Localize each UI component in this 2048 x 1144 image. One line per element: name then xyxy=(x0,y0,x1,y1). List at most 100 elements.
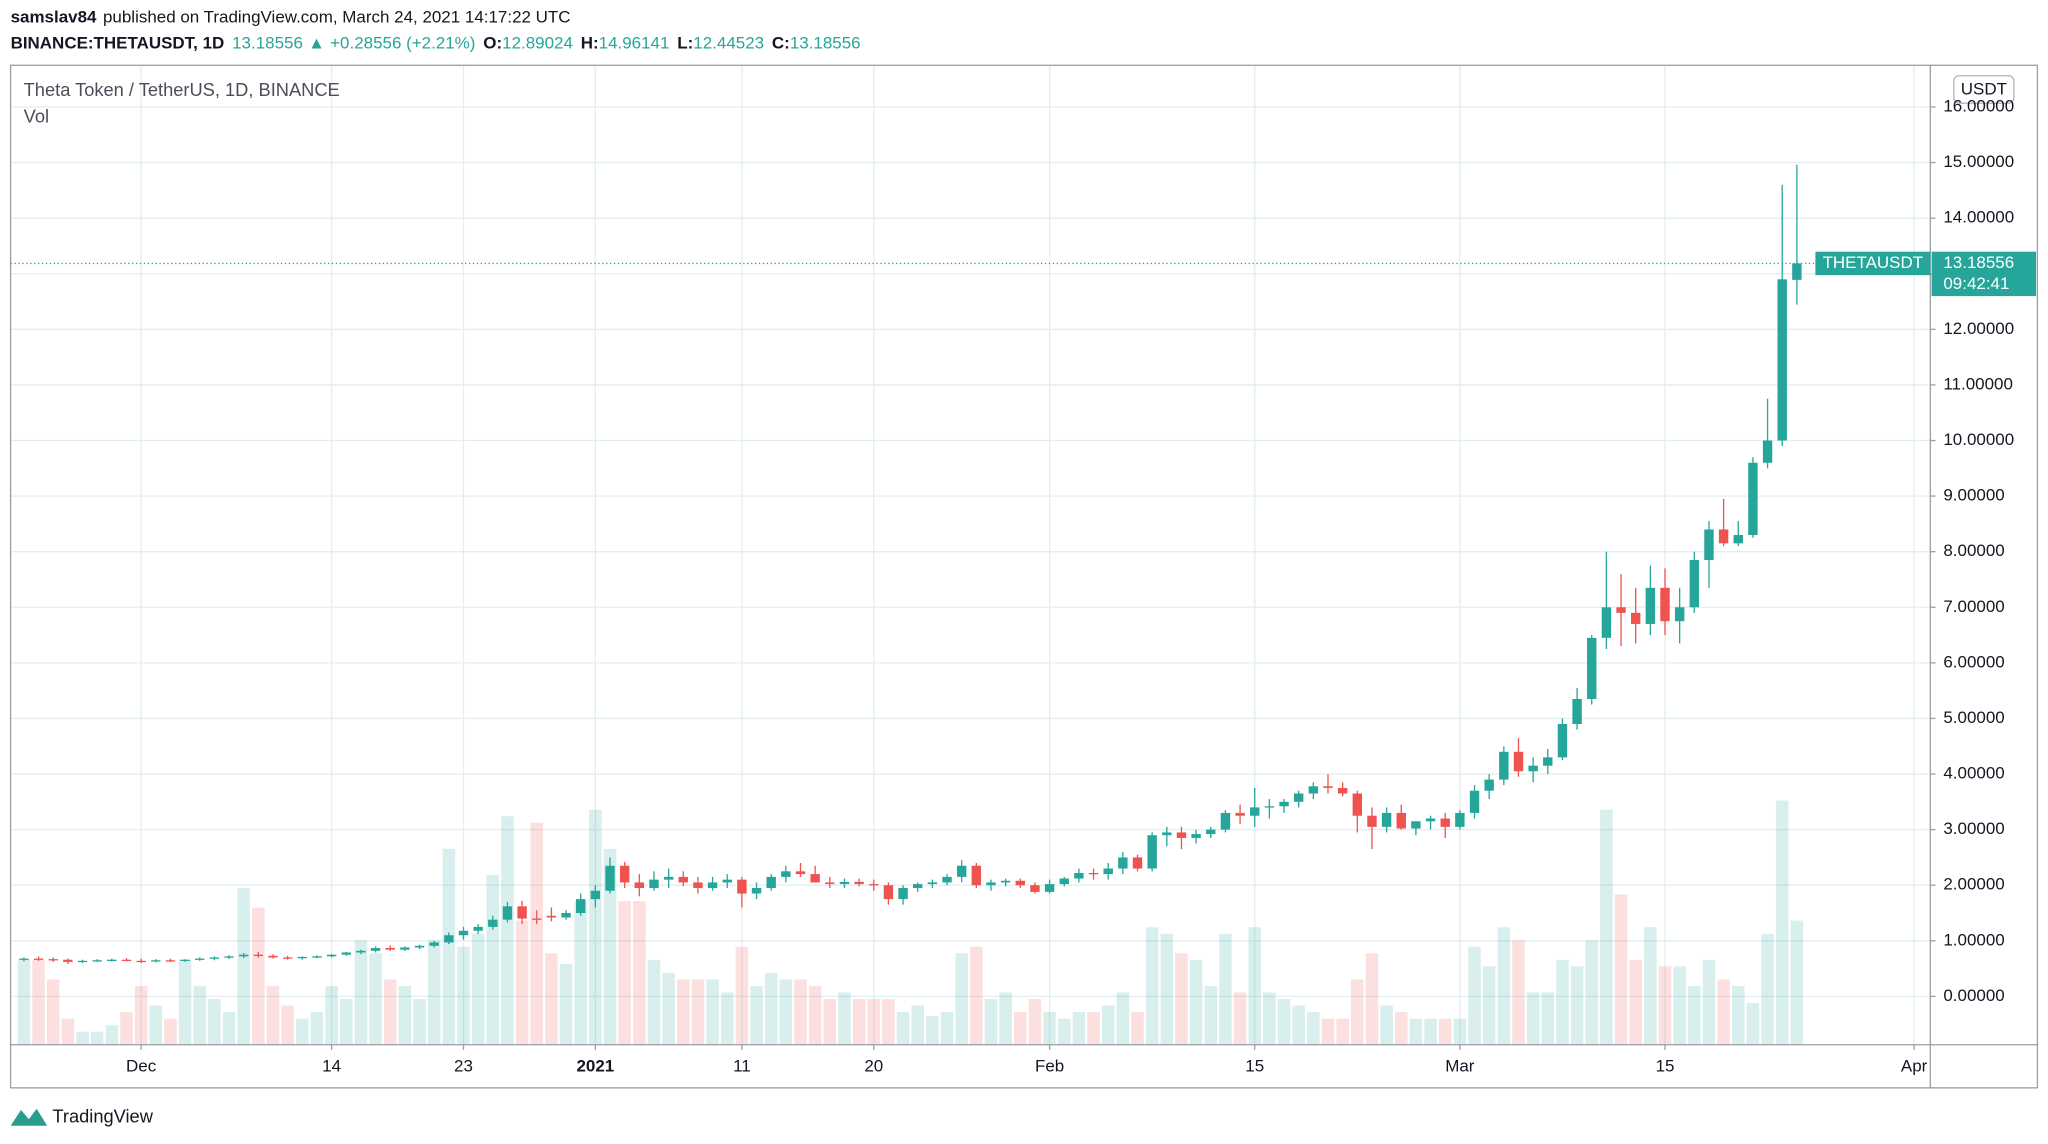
candle-body xyxy=(898,887,908,900)
volume-bar xyxy=(1233,992,1247,1045)
c-label: C: xyxy=(772,34,790,53)
candle-body xyxy=(678,876,688,883)
candle-body xyxy=(239,954,249,957)
volume-bar xyxy=(911,1005,924,1045)
volume-bar xyxy=(486,874,500,1045)
high: 14.96141 xyxy=(599,34,670,53)
last-price: 13.18556 xyxy=(232,34,303,53)
volume-bar xyxy=(237,888,250,1045)
o-label: O: xyxy=(483,34,502,53)
volume-bar xyxy=(1746,1002,1760,1045)
candle-body xyxy=(1118,857,1128,869)
candle-body xyxy=(1132,857,1143,869)
volume-bar xyxy=(1482,966,1496,1045)
candle-body xyxy=(619,865,630,883)
candle-body xyxy=(766,876,776,888)
y-tick-label: 4.00000 xyxy=(1943,764,2004,783)
volume-bar xyxy=(530,822,544,1045)
volume-bar xyxy=(164,1018,177,1045)
y-tick-label: 10.00000 xyxy=(1943,430,2014,449)
volume-bar xyxy=(1761,933,1774,1045)
candle-body xyxy=(1059,878,1069,885)
volume-bar xyxy=(1116,992,1130,1045)
arrow: ▲ xyxy=(308,34,325,53)
candle-body xyxy=(312,956,322,958)
countdown: 09:42:41 xyxy=(1943,274,2009,293)
candle-body xyxy=(546,915,557,918)
candle-body xyxy=(165,960,176,962)
author: samslav84 xyxy=(11,8,97,27)
volume-bar xyxy=(1248,927,1262,1045)
volume-bar xyxy=(61,1018,75,1045)
candle-body xyxy=(1499,751,1509,780)
candle-body xyxy=(986,882,996,886)
candle-body xyxy=(1337,787,1348,794)
candle-body xyxy=(180,959,190,962)
volume-bar xyxy=(149,1005,163,1045)
volume-bar xyxy=(1438,1018,1452,1045)
volume-bar xyxy=(1101,1005,1115,1045)
volume-bar xyxy=(281,1005,294,1045)
volume-bar xyxy=(178,959,192,1045)
volume-bar xyxy=(193,985,207,1045)
volume-bar xyxy=(1468,946,1481,1045)
volume-bar xyxy=(1556,959,1569,1045)
candle-body xyxy=(1689,560,1700,608)
x-tick-label: 11 xyxy=(733,1056,751,1075)
change: +0.28556 (+2.21%) xyxy=(330,34,475,53)
volume-bar xyxy=(134,985,148,1045)
volume-bar xyxy=(369,953,382,1045)
volume-bar xyxy=(1219,933,1232,1045)
y-tick-label: 5.00000 xyxy=(1943,708,2004,727)
volume-bar xyxy=(662,972,675,1045)
volume-bar xyxy=(589,809,602,1045)
currency[interactable]: USDT xyxy=(1961,80,2007,99)
volume-bar xyxy=(1145,927,1159,1045)
x-tick-label: 15 xyxy=(1656,1056,1675,1075)
volume-bar xyxy=(515,920,529,1045)
y-tick-label: 7.00000 xyxy=(1943,597,2004,616)
symbol-badge-text: THETAUSDT xyxy=(1823,253,1924,272)
volume-bar xyxy=(1453,1018,1467,1045)
symbol: BINANCE:THETAUSDT, 1D xyxy=(11,34,225,53)
volume-bar xyxy=(1585,940,1599,1045)
candle-body xyxy=(854,881,864,885)
volume-bar xyxy=(76,1031,89,1045)
candle-body xyxy=(19,958,29,960)
candle-body xyxy=(297,956,308,959)
candle-body xyxy=(107,959,117,962)
volume-bar xyxy=(1541,992,1555,1045)
candle-body xyxy=(927,882,938,885)
currency-box[interactable] xyxy=(1953,75,2015,104)
grid xyxy=(10,65,1931,1045)
volume-bar xyxy=(984,999,998,1045)
candle-body xyxy=(151,960,161,962)
candle-body xyxy=(1206,829,1216,835)
y-tick-label: 2.00000 xyxy=(1943,875,2004,894)
volume-bar xyxy=(926,1016,939,1045)
candle-body xyxy=(253,954,264,957)
volume-bar xyxy=(266,985,280,1045)
volume-bar xyxy=(1424,1018,1437,1045)
logo: TradingView xyxy=(10,1106,154,1127)
volume-bar xyxy=(46,979,60,1045)
candle-body xyxy=(209,957,220,959)
candle-body xyxy=(1367,815,1377,827)
volume-bar xyxy=(1365,953,1379,1045)
candle-body xyxy=(1455,812,1465,827)
volume-bar xyxy=(1263,992,1276,1045)
candle-body xyxy=(561,913,571,918)
volume-bar xyxy=(296,1018,309,1045)
y-tick-label: 1.00000 xyxy=(1943,930,2004,949)
candle-body xyxy=(1572,698,1582,725)
x-tick-label: 15 xyxy=(1245,1056,1264,1075)
candle-body xyxy=(1469,790,1480,813)
volume-bar xyxy=(852,999,866,1045)
candle-body xyxy=(1645,587,1656,624)
candle-body xyxy=(1220,812,1231,830)
publish-line: samslav84 published on TradingView.com, M… xyxy=(11,8,571,27)
x-tick-label: 23 xyxy=(454,1056,473,1075)
candle-body xyxy=(1074,872,1084,879)
candle-body xyxy=(1513,751,1524,772)
x-tick-label: Dec xyxy=(126,1056,157,1075)
